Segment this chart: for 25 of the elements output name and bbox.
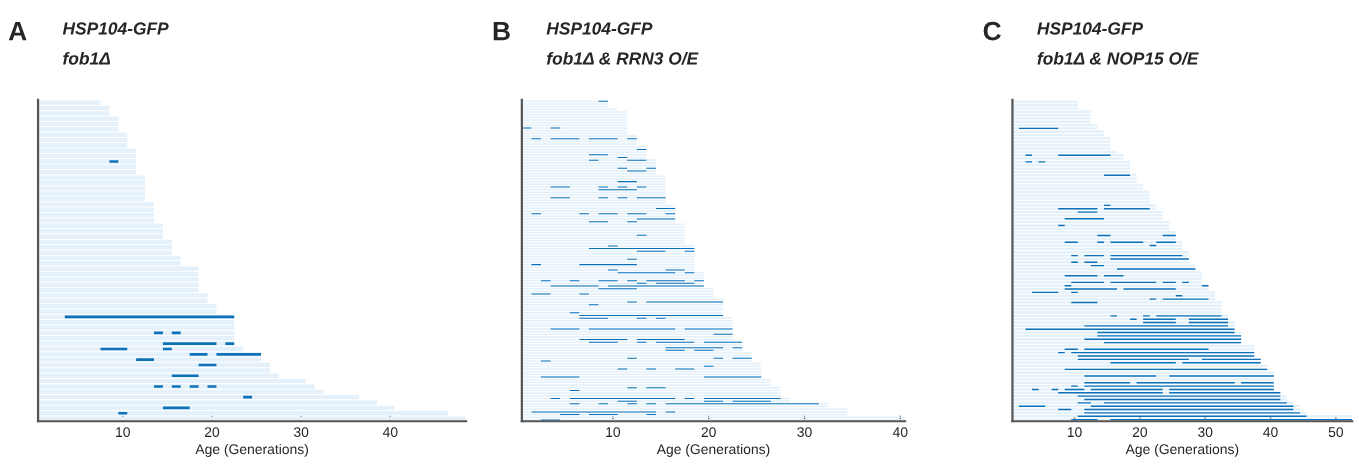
x-tick-label: 40 [892, 427, 908, 438]
x-tick-label: 10 [1067, 427, 1082, 438]
text: C [983, 21, 1001, 41]
x-tick-label: 50 [1328, 427, 1344, 438]
chart-title: HSP104-GFP [546, 22, 653, 35]
x-tick-label: 20 [204, 427, 220, 438]
text: B [493, 21, 510, 41]
x-tick-label: 20 [1132, 427, 1148, 438]
x-axis-title: Age (Generations) [1125, 443, 1239, 457]
chart-subtitle: fob1Δ & NOP15 O/E [1037, 51, 1199, 65]
chart-title: HSP104-GFP [1037, 22, 1144, 35]
x-tick-label: 10 [606, 427, 621, 438]
x-tick-label: 40 [382, 427, 398, 438]
x-tick-label: 20 [701, 427, 716, 438]
x-axis-title: Age (Generations) [656, 443, 770, 457]
x-tick-label: 30 [1198, 427, 1213, 438]
chart-title: HSP104-GFP [62, 22, 169, 35]
text: A [8, 21, 27, 41]
x-axis-title: Age (Generations) [195, 443, 308, 457]
x-tick-label: 40 [1263, 427, 1278, 438]
x-tick-label: 10 [116, 427, 130, 438]
chart-subtitle: fob1Δ [63, 51, 111, 65]
chart-subtitle: fob1Δ & RRN3 O/E [546, 51, 699, 65]
x-tick-label: 30 [797, 427, 812, 438]
x-tick-label: 30 [293, 427, 309, 438]
